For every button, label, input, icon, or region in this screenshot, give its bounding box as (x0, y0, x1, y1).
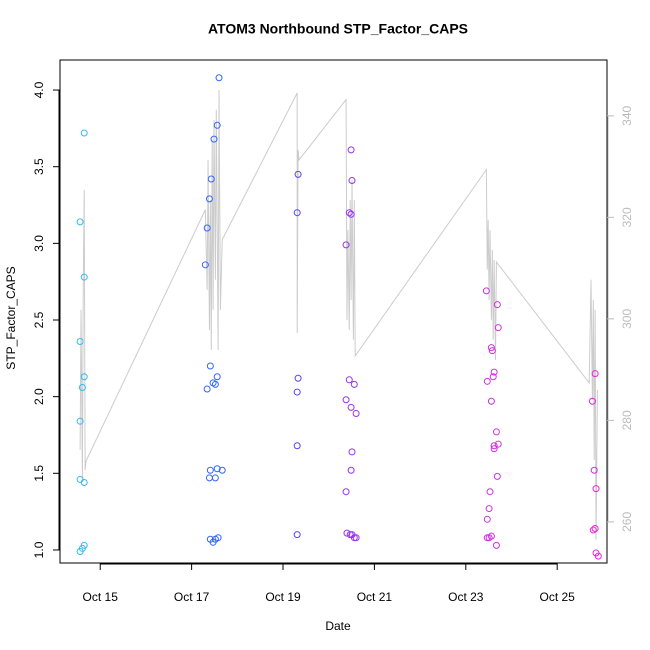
point (347, 403, 355, 411)
chart-title: ATOM3 Northbound STP_Factor_CAPS (208, 21, 468, 37)
y-tick-label: 4.0 (32, 81, 46, 98)
y-tick-label: 2.5 (32, 311, 46, 328)
point (348, 448, 356, 456)
point (80, 541, 88, 549)
point (347, 146, 355, 154)
point (78, 383, 86, 391)
point (350, 534, 358, 542)
y-tick-label: 1.0 (32, 541, 46, 558)
point (591, 370, 599, 378)
point (207, 175, 215, 183)
point (342, 241, 350, 249)
point (211, 535, 219, 543)
point (486, 488, 494, 496)
x-tick-label: Oct 17 (174, 590, 210, 604)
point (487, 344, 495, 352)
y-tick-label: 3.0 (32, 235, 46, 252)
y2-tick-label: 260 (620, 512, 634, 532)
point (494, 324, 502, 332)
line-series (79, 89, 598, 540)
point (592, 485, 600, 493)
point (489, 373, 497, 381)
x-tick-label: Oct 15 (83, 590, 119, 604)
point (76, 417, 84, 425)
point (210, 135, 218, 143)
y-axis-label: STP_Factor_CAPS (4, 266, 18, 369)
x-tick-label: Oct 23 (448, 590, 484, 604)
y2-tick-label: 320 (620, 207, 634, 227)
point (483, 515, 491, 523)
point (490, 445, 498, 453)
y-tick-label: 2.0 (32, 388, 46, 405)
point (76, 337, 84, 345)
point (80, 373, 88, 381)
y2-tick-label: 280 (620, 410, 634, 430)
y2-tick-label: 340 (620, 106, 634, 126)
point (205, 195, 213, 203)
point (80, 273, 88, 281)
point (485, 505, 493, 513)
point (347, 466, 355, 474)
point (490, 368, 498, 376)
point (293, 531, 301, 539)
point (487, 397, 495, 405)
point (483, 377, 491, 385)
point (590, 466, 598, 474)
point (213, 373, 221, 381)
point (490, 442, 498, 450)
point (206, 362, 214, 370)
point (206, 466, 214, 474)
point (294, 374, 302, 382)
point (218, 466, 226, 474)
x-tick-label: Oct 19 (265, 590, 301, 604)
point (80, 129, 88, 137)
point (589, 526, 597, 534)
point (492, 428, 500, 436)
point (493, 301, 501, 309)
point (350, 380, 358, 388)
point (213, 465, 221, 473)
point (352, 410, 360, 418)
x-tick-label: Oct 25 (540, 590, 576, 604)
point (352, 534, 360, 542)
point (293, 209, 301, 217)
point (493, 472, 501, 480)
point (201, 261, 209, 269)
point (211, 380, 219, 388)
point (76, 218, 84, 226)
point (347, 210, 355, 218)
point (492, 541, 500, 549)
point (345, 376, 353, 384)
point (348, 176, 356, 184)
point (588, 397, 596, 405)
point (343, 529, 351, 537)
y2-tick-label: 300 (620, 309, 634, 329)
point (483, 534, 491, 542)
point (293, 442, 301, 450)
point (494, 440, 502, 448)
point (80, 479, 88, 487)
y-tick-label: 1.5 (32, 465, 46, 482)
point (203, 385, 211, 393)
point (488, 347, 496, 355)
point (594, 552, 602, 560)
point (482, 287, 490, 295)
x-axis-label: Date (325, 619, 351, 633)
point (591, 525, 599, 533)
x-tick-label: Oct 21 (357, 590, 393, 604)
point (203, 224, 211, 232)
point (487, 532, 495, 540)
plot-box (59, 59, 608, 564)
y-tick-label: 3.5 (32, 158, 46, 175)
point (345, 209, 353, 217)
point (294, 170, 302, 178)
point (213, 121, 221, 129)
point (342, 488, 350, 496)
point (342, 396, 350, 404)
point (211, 474, 219, 482)
point (293, 388, 301, 396)
point (215, 74, 223, 82)
